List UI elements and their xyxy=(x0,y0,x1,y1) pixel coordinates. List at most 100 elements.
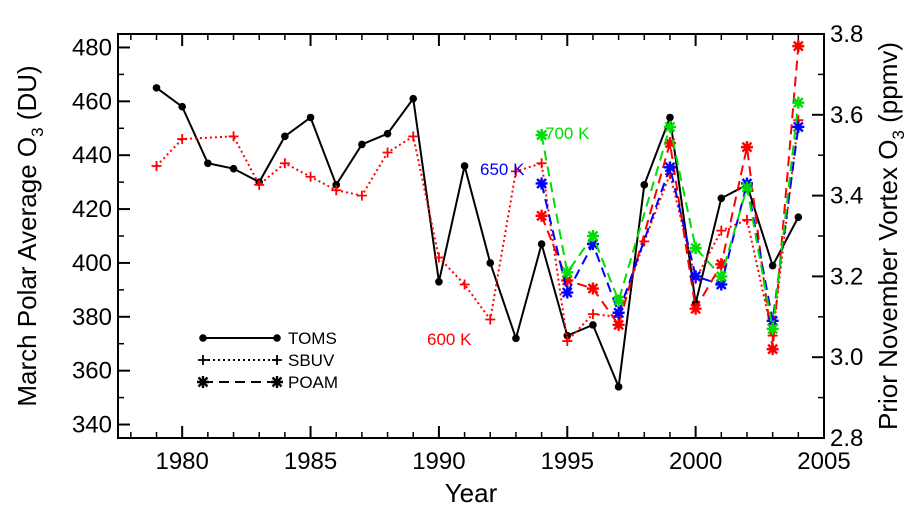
data-point xyxy=(228,131,239,142)
annotation-650k: 650 K xyxy=(480,160,525,179)
data-point xyxy=(663,161,676,174)
series-line xyxy=(155,87,800,391)
data-point xyxy=(199,334,207,342)
data-point xyxy=(689,302,702,315)
data-point xyxy=(198,355,208,365)
x-axis-title: Year xyxy=(445,478,498,507)
left-tick-label: 360 xyxy=(72,358,112,385)
left-tick-label: 340 xyxy=(72,412,112,439)
x-tick-label: 2005 xyxy=(797,448,850,475)
right-tick-label: 3.4 xyxy=(830,183,863,210)
series-poam-600-k xyxy=(535,40,805,356)
x-tick-label: 1990 xyxy=(412,448,465,475)
data-point xyxy=(197,376,209,388)
left-axis-title: March Polar Average O3 (DU) xyxy=(12,65,47,406)
data-point xyxy=(460,162,469,170)
data-point xyxy=(663,120,676,133)
data-point xyxy=(766,322,779,335)
data-point xyxy=(792,120,805,133)
legend: TOMS SBUV POAM xyxy=(197,329,338,392)
data-point xyxy=(204,159,212,168)
data-point xyxy=(152,84,161,92)
data-point xyxy=(435,277,443,286)
series-line xyxy=(540,126,800,322)
data-point xyxy=(485,314,496,325)
data-point xyxy=(768,261,777,270)
data-point xyxy=(689,270,702,283)
legend-label: POAM xyxy=(288,373,338,392)
data-point xyxy=(229,164,238,173)
data-point xyxy=(306,113,315,122)
data-point xyxy=(535,177,548,190)
data-point xyxy=(536,158,547,169)
legend-label: SBUV xyxy=(288,351,335,370)
right-tick-label: 3.8 xyxy=(830,21,863,48)
data-point xyxy=(614,383,623,391)
data-point xyxy=(358,140,366,149)
data-point xyxy=(639,236,650,247)
data-point xyxy=(510,166,521,177)
data-point xyxy=(561,266,574,279)
left-tick-label: 460 xyxy=(72,88,112,115)
series-line xyxy=(540,46,800,350)
data-point xyxy=(383,129,392,138)
data-point xyxy=(271,376,283,388)
series-line xyxy=(540,102,800,330)
x-tick-label: 1995 xyxy=(541,448,594,475)
data-point xyxy=(792,96,805,109)
data-point xyxy=(273,334,281,342)
legend-label: TOMS xyxy=(288,329,337,348)
data-point xyxy=(151,160,162,171)
data-point xyxy=(612,318,625,331)
data-point xyxy=(281,132,289,141)
data-point xyxy=(663,137,676,150)
data-point xyxy=(382,147,393,158)
data-point xyxy=(178,102,186,111)
data-point xyxy=(715,270,728,283)
series-poam-700-k xyxy=(535,96,805,335)
right-tick-label: 2.8 xyxy=(830,425,863,452)
x-tick-label: 1985 xyxy=(284,448,337,475)
data-point xyxy=(589,321,597,329)
data-point xyxy=(512,334,520,343)
left-tick-label: 380 xyxy=(72,304,112,331)
data-point xyxy=(586,230,599,242)
series-poam-650-k xyxy=(535,120,805,327)
left-tick-label: 480 xyxy=(72,34,112,61)
data-point xyxy=(716,225,727,236)
data-point xyxy=(535,129,548,141)
axis-ticks: 1980 1985 1990 1995 2000 2005 340 360 380 400 420 4… xyxy=(72,21,863,475)
data-point xyxy=(562,336,573,347)
data-point xyxy=(305,171,316,182)
left-tick-label: 400 xyxy=(72,250,112,277)
data-point xyxy=(459,279,470,290)
data-point xyxy=(740,181,753,194)
data-point xyxy=(715,258,728,271)
series-layer xyxy=(151,40,805,391)
data-point xyxy=(586,282,599,295)
data-point xyxy=(612,306,625,319)
data-point xyxy=(766,343,779,356)
data-point xyxy=(640,181,649,189)
data-point xyxy=(409,94,418,103)
data-point xyxy=(177,134,188,145)
data-point xyxy=(433,252,444,263)
series-toms xyxy=(152,84,803,391)
data-point xyxy=(717,194,726,203)
data-point xyxy=(332,181,341,189)
data-point xyxy=(537,240,546,248)
data-point xyxy=(587,309,598,320)
data-point xyxy=(561,274,574,287)
series-line xyxy=(155,120,800,344)
right-tick-label: 3.6 xyxy=(830,102,863,129)
x-tick-label: 1980 xyxy=(155,448,208,475)
annotation-600k: 600 K xyxy=(427,330,472,349)
right-tick-label: 3.2 xyxy=(830,263,863,290)
annotation-700k: 700 K xyxy=(545,124,590,143)
data-point xyxy=(408,131,419,142)
data-point xyxy=(794,213,803,221)
right-tick-label: 3.0 xyxy=(830,344,863,371)
data-point xyxy=(612,294,625,307)
data-point xyxy=(356,190,367,201)
